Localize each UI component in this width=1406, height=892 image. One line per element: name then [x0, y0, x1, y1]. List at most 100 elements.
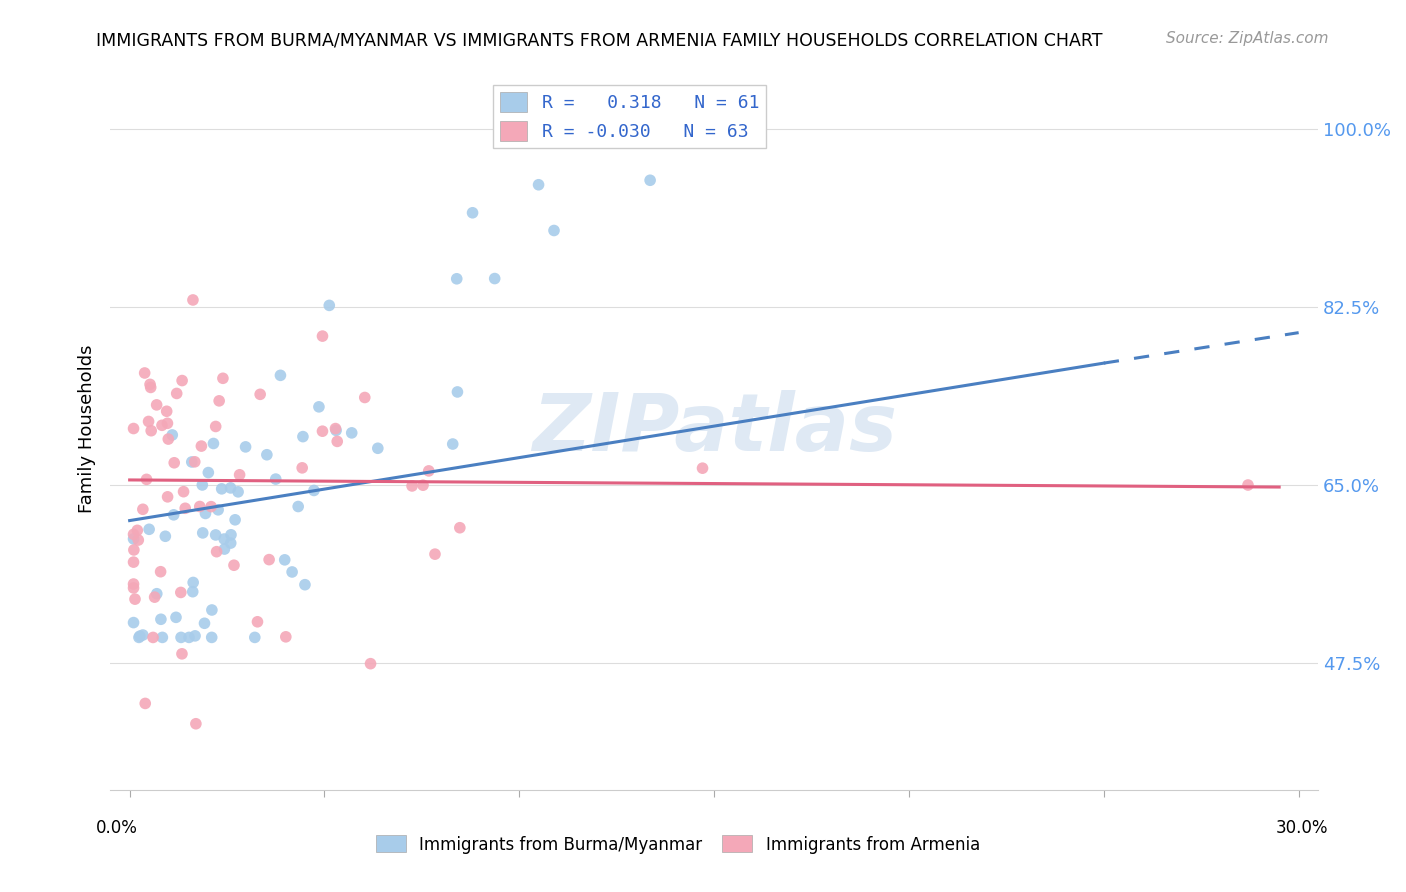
Immigrants from Armenia: [423, 547, 446, 561]
Immigrants from Burma/Myanmar: [291, 429, 314, 443]
Immigrants from Armenia: [184, 716, 207, 731]
Immigrants from Burma/Myanmar: [170, 631, 193, 645]
Immigrants from Burma/Myanmar: [177, 631, 200, 645]
Text: Source: ZipAtlas.com: Source: ZipAtlas.com: [1166, 31, 1329, 46]
Immigrants from Burma/Myanmar: [302, 483, 325, 498]
Immigrants from Armenia: [208, 393, 231, 408]
Immigrants from Armenia: [291, 460, 314, 475]
Immigrants from Burma/Myanmar: [122, 615, 145, 630]
Immigrants from Armenia: [156, 490, 179, 504]
Immigrants from Armenia: [156, 417, 179, 431]
Immigrants from Armenia: [122, 543, 145, 558]
Immigrants from Burma/Myanmar: [638, 173, 661, 187]
Immigrants from Burma/Myanmar: [155, 529, 177, 543]
Text: ZIPatlas: ZIPatlas: [531, 390, 897, 468]
Immigrants from Burma/Myanmar: [224, 513, 246, 527]
Immigrants from Armenia: [174, 501, 197, 516]
Immigrants from Burma/Myanmar: [256, 448, 278, 462]
Immigrants from Burma/Myanmar: [219, 528, 242, 542]
Immigrants from Burma/Myanmar: [461, 206, 484, 220]
Immigrants from Armenia: [228, 467, 250, 482]
Immigrants from Burma/Myanmar: [441, 437, 464, 451]
Immigrants from Armenia: [143, 590, 166, 604]
Immigrants from Armenia: [157, 432, 180, 446]
Immigrants from Burma/Myanmar: [122, 532, 145, 546]
Immigrants from Armenia: [132, 502, 155, 516]
Immigrants from Armenia: [124, 592, 146, 607]
Immigrants from Burma/Myanmar: [235, 440, 257, 454]
Immigrants from Burma/Myanmar: [446, 384, 468, 399]
Immigrants from Armenia: [138, 414, 160, 428]
Immigrants from Burma/Myanmar: [367, 442, 389, 456]
Immigrants from Armenia: [325, 421, 347, 435]
Immigrants from Armenia: [249, 387, 271, 401]
Immigrants from Burma/Myanmar: [184, 629, 207, 643]
Immigrants from Armenia: [184, 455, 207, 469]
Immigrants from Armenia: [274, 630, 297, 644]
Immigrants from Burma/Myanmar: [181, 575, 204, 590]
Immigrants from Burma/Myanmar: [204, 528, 226, 542]
Immigrants from Armenia: [360, 657, 382, 671]
Immigrants from Burma/Myanmar: [543, 223, 565, 237]
Immigrants from Armenia: [127, 533, 149, 547]
Text: IMMIGRANTS FROM BURMA/MYANMAR VS IMMIGRANTS FROM ARMENIA FAMILY HOUSEHOLDS CORRE: IMMIGRANTS FROM BURMA/MYANMAR VS IMMIGRA…: [96, 31, 1102, 49]
Immigrants from Armenia: [156, 404, 179, 418]
Immigrants from Armenia: [122, 421, 145, 435]
Immigrants from Armenia: [692, 461, 714, 475]
Immigrants from Burma/Myanmar: [165, 610, 187, 624]
Immigrants from Armenia: [139, 377, 162, 392]
Immigrants from Burma/Myanmar: [340, 425, 363, 440]
Immigrants from Armenia: [246, 615, 269, 629]
Immigrants from Armenia: [200, 500, 222, 514]
Immigrants from Armenia: [141, 424, 163, 438]
Immigrants from Armenia: [172, 374, 194, 388]
Immigrants from Armenia: [139, 380, 162, 394]
Immigrants from Burma/Myanmar: [194, 507, 217, 521]
Immigrants from Armenia: [142, 631, 165, 645]
Immigrants from Burma/Myanmar: [226, 484, 249, 499]
Immigrants from Armenia: [170, 647, 193, 661]
Immigrants from Burma/Myanmar: [180, 455, 202, 469]
Immigrants from Armenia: [412, 478, 434, 492]
Immigrants from Burma/Myanmar: [149, 612, 172, 626]
Immigrants from Armenia: [149, 565, 172, 579]
Immigrants from Armenia: [122, 555, 145, 569]
Immigrants from Burma/Myanmar: [201, 603, 224, 617]
Immigrants from Armenia: [311, 424, 333, 438]
Immigrants from Armenia: [1237, 478, 1260, 492]
Immigrants from Burma/Myanmar: [146, 587, 169, 601]
Immigrants from Burma/Myanmar: [191, 525, 214, 540]
Legend: R =   0.318   N = 61, R = -0.030   N = 63: R = 0.318 N = 61, R = -0.030 N = 63: [494, 85, 766, 148]
Immigrants from Armenia: [205, 544, 228, 558]
Immigrants from Burma/Myanmar: [132, 628, 155, 642]
Text: 30.0%: 30.0%: [1277, 819, 1329, 837]
Immigrants from Burma/Myanmar: [308, 400, 330, 414]
Immigrants from Burma/Myanmar: [219, 481, 242, 495]
Immigrants from Burma/Myanmar: [201, 631, 224, 645]
Immigrants from Burma/Myanmar: [191, 478, 214, 492]
Immigrants from Armenia: [145, 398, 167, 412]
Immigrants from Burma/Myanmar: [128, 629, 150, 643]
Immigrants from Armenia: [204, 419, 226, 434]
Immigrants from Burma/Myanmar: [128, 631, 150, 645]
Immigrants from Burma/Myanmar: [281, 565, 304, 579]
Immigrants from Armenia: [122, 577, 145, 591]
Immigrants from Armenia: [353, 391, 375, 405]
Immigrants from Armenia: [163, 456, 186, 470]
Immigrants from Armenia: [173, 484, 195, 499]
Immigrants from Burma/Myanmar: [197, 466, 219, 480]
Immigrants from Burma/Myanmar: [163, 508, 186, 522]
Immigrants from Armenia: [127, 524, 149, 538]
Immigrants from Armenia: [311, 329, 333, 343]
Immigrants from Burma/Myanmar: [269, 368, 291, 383]
Immigrants from Burma/Myanmar: [287, 500, 309, 514]
Immigrants from Burma/Myanmar: [138, 522, 160, 536]
Immigrants from Burma/Myanmar: [214, 542, 236, 557]
Immigrants from Burma/Myanmar: [212, 532, 235, 546]
Immigrants from Armenia: [188, 500, 211, 514]
Immigrants from Burma/Myanmar: [150, 631, 173, 645]
Immigrants from Armenia: [212, 371, 235, 385]
Immigrants from Burma/Myanmar: [446, 272, 468, 286]
Immigrants from Burma/Myanmar: [207, 503, 229, 517]
Immigrants from Burma/Myanmar: [181, 584, 204, 599]
